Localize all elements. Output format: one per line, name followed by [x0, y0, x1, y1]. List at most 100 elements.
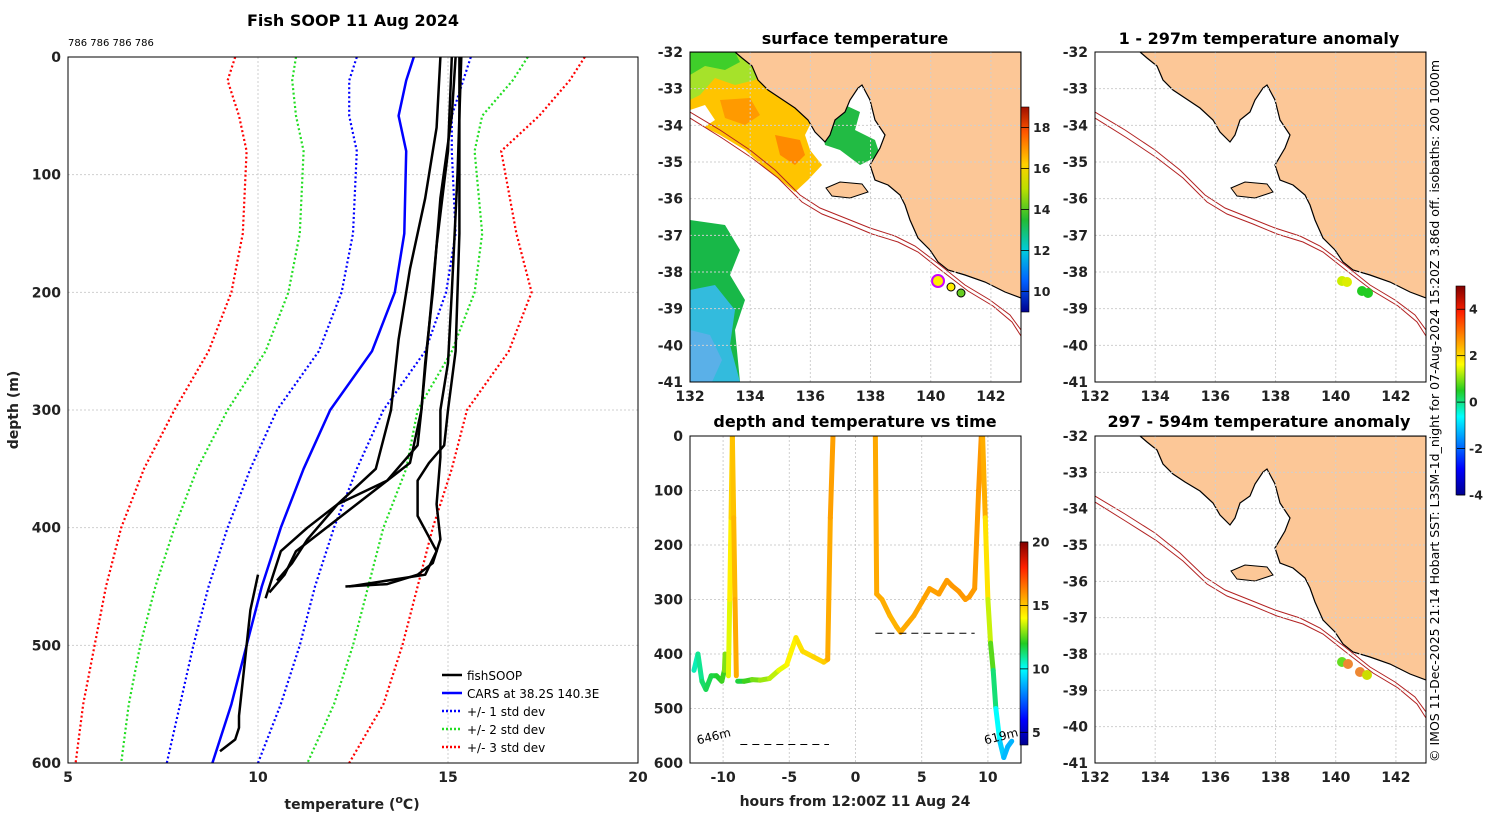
- sst-ytick: -32: [658, 45, 683, 61]
- timeseries-final-descent: [993, 706, 1003, 744]
- anomaly-lower-ticks: 132 134 136 138 140 142 -32 -33 -34 -35 -36 -37 -38 -…: [1063, 429, 1411, 786]
- timeseries-ytick: 600: [654, 756, 683, 772]
- timeseries-xtick: 0: [851, 770, 861, 786]
- profile-xtick: 5: [63, 770, 73, 786]
- sst-kangaroo-island: [825, 181, 869, 199]
- sst-title: surface temperature: [762, 29, 949, 48]
- anomaly-lower-grid: [1095, 436, 1426, 763]
- sst-isobath-1000: [690, 117, 1021, 337]
- sst-patch-cooler: [690, 330, 722, 382]
- anomaly-upper-xtick: 134: [1141, 389, 1170, 405]
- anomaly-lower-land: [1139, 436, 1426, 681]
- timeseries-segment-3: [919, 586, 933, 605]
- anomaly-lower-ytick: -32: [1063, 429, 1088, 445]
- profile-ytick: 400: [32, 521, 61, 537]
- profile-line-fishsoop-cast-2: [268, 57, 454, 594]
- anomaly-upper-ytick: -33: [1063, 82, 1088, 98]
- anomaly-colorbar: [1455, 285, 1466, 496]
- sst-cb-tick: 12: [1033, 243, 1050, 258]
- anomaly-upper-isobath-200: [1095, 111, 1426, 331]
- anomaly-lower-ytick: -35: [1063, 538, 1088, 554]
- sst-ytick: -34: [658, 118, 684, 134]
- anomaly-upper-island: [1230, 181, 1274, 199]
- legend-cars: CARS at 38.2S 140.3E: [467, 687, 599, 701]
- timeseries-final-descent: [1005, 738, 1015, 750]
- timeseries-cast-A: [732, 597, 739, 679]
- timeseries-cast-A: [725, 597, 733, 679]
- timeseries-ytick: 0: [673, 429, 683, 445]
- anomaly-upper-xtick: 136: [1201, 389, 1230, 405]
- legend-fishsoop: fishSOOP: [467, 669, 522, 683]
- timeseries-cast-A: [727, 515, 734, 602]
- profile-ytick: 500: [32, 638, 61, 654]
- timeseries-cast-A: [729, 436, 737, 521]
- sst-cb-tick: 18: [1033, 120, 1050, 135]
- profile-line-fishsoop-cast-5: [349, 57, 461, 588]
- timeseries-segment-2: [784, 635, 799, 668]
- anomaly-upper-ytick: -36: [1063, 192, 1088, 208]
- anomaly-lower-ytick: -41: [1063, 756, 1088, 772]
- timeseries-cast-C: [972, 488, 982, 592]
- anomaly-upper-map: 1 - 297m temperature anomaly 132 134 136 13…: [1063, 29, 1483, 503]
- anomaly-colorbar-ticks: -4 -2 0 2 4: [1457, 302, 1483, 503]
- anomaly-upper-ytick: -32: [1063, 45, 1088, 61]
- timeseries-xtick: 10: [978, 770, 998, 786]
- sst-ytick: -37: [658, 228, 683, 244]
- anomaly-lower-isobath-1000: [1095, 501, 1426, 719]
- anomaly-upper-title: 1 - 297m temperature anomaly: [1119, 29, 1400, 48]
- timeseries-ytick: 100: [654, 484, 683, 500]
- sst-patch-orange-2: [775, 135, 805, 165]
- anomaly-upper-isobath-1000: [1095, 117, 1426, 337]
- timeseries-cb-tick: 15: [1032, 598, 1049, 613]
- anomaly-lower-frame: [1094, 435, 1427, 764]
- profile-xtick: 10: [248, 770, 268, 786]
- profile-ylabel: depth (m): [6, 371, 22, 449]
- timeseries-segment-2: [793, 635, 806, 654]
- timeseries-segment-1: [721, 651, 728, 673]
- sst-xtick: 136: [796, 389, 825, 405]
- timeseries-segment-1: [695, 651, 705, 684]
- profile-title: Fish SOOP 11 Aug 2024: [247, 11, 459, 30]
- anomaly-cb-tick: -2: [1469, 441, 1483, 456]
- timeseries-final-descent: [985, 597, 994, 646]
- timeseries-final-descent: [980, 436, 988, 521]
- timeseries-segment-3: [911, 599, 925, 619]
- anomaly-lower-xtick: 138: [1261, 770, 1290, 786]
- timeseries-ytick: 300: [654, 593, 683, 609]
- timeseries-xtick: -10: [710, 770, 736, 786]
- anomaly-lower-isobath-200: [1095, 495, 1426, 713]
- anomaly-upper-ytick: -34: [1063, 118, 1089, 134]
- anomaly-upper-frame: [1094, 51, 1427, 383]
- profile-chart: Fish SOOP 11 Aug 2024 786 786 786 786 5 1…: [6, 11, 648, 813]
- sst-map: surface temperature 132 134 136: [658, 29, 1051, 405]
- anomaly-lower-title: 297 - 594m temperature anomaly: [1108, 412, 1411, 431]
- timeseries-cb-tick: 5: [1032, 725, 1041, 740]
- timeseries-grid: [690, 436, 1021, 763]
- anomaly-upper-marker-2: [1342, 277, 1352, 287]
- timeseries-ytick: 200: [654, 538, 683, 554]
- timeseries-cast-A: [731, 515, 738, 602]
- legend-std2: +/- 2 std dev: [467, 723, 545, 737]
- profile-line--2-std-dev-high: [306, 57, 529, 763]
- sst-ticks: 132 134 136 138 140 142 -32 -33 -34 -35 -36 -37 -38 -…: [658, 45, 1006, 405]
- anomaly-lower-ytick: -34: [1063, 502, 1089, 518]
- anomaly-upper-ticks: 132 134 136 138 140 142 -32 -33 -34 -35 -36 -37 -38 -…: [1063, 45, 1411, 405]
- profile-xtick: 20: [628, 770, 648, 786]
- anomaly-lower-ytick: -36: [1063, 574, 1088, 590]
- sst-cb-tick: 14: [1033, 202, 1051, 217]
- profile-series: [74, 57, 586, 763]
- anomaly-upper-ytick: -41: [1063, 375, 1088, 391]
- profile-line-fishsoop-deep: [219, 574, 260, 753]
- anomaly-upper-ytick: -38: [1063, 265, 1088, 281]
- anomaly-upper-marker-4: [1363, 288, 1373, 298]
- timeseries-cast-B: [827, 436, 836, 521]
- timeseries-series: 646m 619m: [691, 436, 1020, 761]
- anomaly-upper-xtick: 132: [1080, 389, 1109, 405]
- sst-cb-tick: 10: [1033, 284, 1051, 299]
- anomaly-lower-map: 297 - 594m temperature anomaly 132 134 136…: [1063, 412, 1427, 786]
- profile-ytick: 200: [32, 285, 61, 301]
- sst-ytick: -39: [658, 302, 683, 318]
- profile-legend: fishSOOP CARS at 38.2S 140.3E +/- 1 std …: [442, 669, 599, 755]
